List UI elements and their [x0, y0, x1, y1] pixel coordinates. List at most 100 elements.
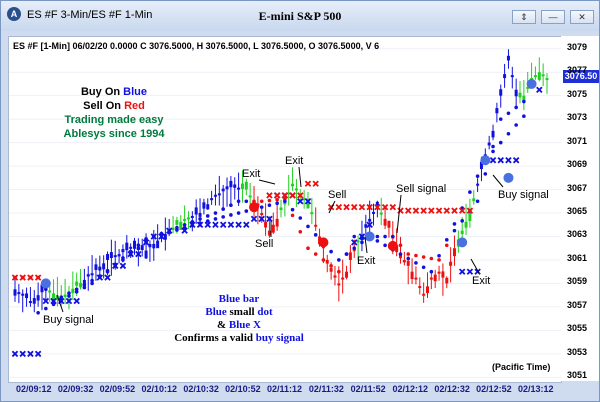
- price-bar: [291, 183, 295, 187]
- signal-dot: [244, 209, 249, 213]
- price-axis[interactable]: 3076.50 3079 3077 3075 3073 3071 3069 3067 3065…: [561, 36, 599, 381]
- buy-x-mark: [181, 227, 188, 234]
- signal-dot: [259, 199, 264, 204]
- time-tick-label: 02/11:12: [267, 384, 303, 394]
- close-button[interactable]: ✕: [570, 10, 594, 24]
- signal-dot: [452, 228, 457, 233]
- buy-signal-dot: [457, 237, 468, 248]
- buy-x-mark: [219, 221, 227, 228]
- price-tick-label: 3075: [567, 88, 588, 99]
- price-bar: [25, 293, 29, 299]
- price-bar: [117, 254, 121, 257]
- price-bar: [144, 250, 148, 259]
- buy-x-mark: [104, 274, 111, 281]
- signal-dot: [59, 295, 64, 299]
- price-bar: [17, 292, 21, 295]
- price-bar: [194, 207, 198, 215]
- time-tick-label: 02/12:12: [392, 384, 429, 394]
- time-axis[interactable]: 02/09:12 02/09:32 02/09:52 02/10:12 02/10:32…: [8, 381, 560, 401]
- signal-dot: [205, 214, 210, 218]
- annotation-buy-signal-1: Buy signal: [43, 314, 94, 326]
- signal-dot: [283, 199, 287, 204]
- signal-dot: [267, 203, 272, 207]
- price-bar: [133, 240, 137, 249]
- sell-signal-dot: [387, 240, 398, 251]
- buy-x-mark: [243, 221, 250, 228]
- price-chart-svg: [9, 48, 561, 378]
- sell-x-mark: [34, 274, 42, 281]
- price-bar: [52, 293, 56, 299]
- signal-dot: [67, 294, 71, 298]
- price-tick-label: 3069: [567, 159, 588, 170]
- signal-dot: [344, 252, 349, 256]
- legend-tagline: Trading made easy: [64, 114, 164, 126]
- minimize-button[interactable]: —: [541, 10, 565, 24]
- time-tick-label: 02/11:52: [350, 384, 386, 394]
- price-bar: [476, 183, 480, 186]
- signal-dot: [221, 207, 225, 211]
- price-bar: [248, 195, 252, 198]
- sell-x-mark: [312, 180, 319, 187]
- price-bar: [406, 260, 410, 266]
- price-bar: [418, 286, 422, 289]
- signal-dot: [406, 256, 411, 261]
- signal-dot: [498, 140, 503, 145]
- signal-dot: [514, 123, 518, 127]
- restore-button[interactable]: ⇕: [512, 10, 536, 24]
- price-bar: [410, 271, 414, 280]
- signal-dot: [460, 219, 464, 223]
- signal-dot: [90, 278, 94, 283]
- price-bar: [441, 271, 445, 278]
- title-bar[interactable]: A ES #F 3-Min/ES #F 1-Min E-mini S&P 500…: [1, 1, 599, 31]
- price-bar: [109, 252, 113, 259]
- confirm-line-2c: dot: [257, 306, 273, 318]
- signal-dot: [444, 238, 449, 242]
- sell-x-mark: [389, 203, 397, 211]
- signal-dot: [398, 252, 403, 256]
- signal-dot: [82, 285, 87, 290]
- price-bar: [449, 261, 453, 266]
- sell-x-mark: [11, 274, 19, 281]
- signal-dot: [306, 224, 310, 229]
- sell-x-mark: [404, 207, 412, 214]
- price-bar: [28, 301, 32, 304]
- price-bar: [425, 286, 429, 294]
- price-tick-label: 3071: [567, 135, 588, 146]
- price-bar: [533, 75, 537, 78]
- sell-x-mark: [374, 203, 381, 211]
- signal-dot: [313, 233, 318, 237]
- signal-dot: [522, 114, 526, 119]
- price-bar: [495, 108, 499, 114]
- signal-dot: [375, 234, 380, 239]
- price-bar: [233, 184, 237, 188]
- signal-dot: [390, 234, 395, 239]
- price-bar: [21, 293, 25, 296]
- signal-dot: [267, 198, 272, 203]
- buy-x-mark: [489, 156, 497, 164]
- buy-x-mark: [258, 215, 265, 223]
- price-bar: [55, 295, 59, 300]
- price-bar: [302, 198, 306, 201]
- signal-dot: [82, 283, 87, 287]
- buy-signal-dot: [364, 231, 375, 242]
- price-bar: [387, 220, 391, 228]
- signal-dot: [383, 243, 387, 248]
- time-tick-label: 02/12:32: [434, 384, 470, 394]
- sell-x-mark: [420, 207, 427, 214]
- price-bar: [94, 264, 98, 270]
- signal-dot: [383, 234, 387, 239]
- price-bar: [287, 192, 291, 195]
- price-bar: [325, 259, 329, 264]
- signal-dot: [429, 256, 434, 261]
- buy-x-mark: [266, 215, 273, 223]
- signal-dot: [136, 243, 141, 248]
- price-bar: [63, 294, 67, 298]
- signal-dot: [522, 99, 526, 104]
- price-tick-label: 3053: [567, 346, 588, 357]
- legend-box: Buy On Blue Sell On Red Trading made eas…: [49, 85, 179, 141]
- price-bar: [98, 266, 102, 271]
- signal-dot: [298, 216, 303, 220]
- price-chart-plot[interactable]: ES #F [1-Min] 06/02/20 0.0000 C 3076.500…: [8, 36, 562, 383]
- buy-x-mark: [42, 297, 50, 305]
- price-bar: [210, 198, 214, 201]
